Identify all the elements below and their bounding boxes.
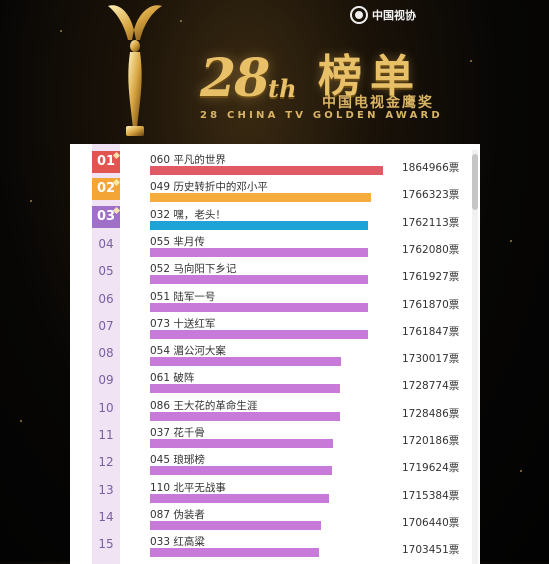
rank-badge: 02 — [92, 178, 120, 201]
ranking-row[interactable]: 04 055 芈月传 1762080票 — [70, 230, 480, 257]
ranking-row[interactable]: 13 110 北平无战事 1715384票 — [70, 476, 480, 503]
rank-badge: 09 — [98, 373, 114, 388]
vote-count: 1728486票 — [402, 407, 460, 420]
entry-name: 055 芈月传 — [150, 235, 205, 248]
rank-badge: 13 — [98, 482, 114, 497]
entry-name: 032 嘿，老头！ — [150, 208, 226, 221]
rank-badge: 08 — [98, 346, 114, 361]
vote-count: 1766323票 — [402, 189, 460, 202]
scrollbar[interactable] — [472, 150, 478, 564]
vote-count: 1728774票 — [402, 380, 460, 393]
ranking-row[interactable]: 14 087 伪装者 1706440票 — [70, 503, 480, 530]
entry-name: 051 陆军一号 — [150, 290, 216, 303]
entry-name: 054 湄公河大案 — [150, 345, 226, 358]
rank-badge: 03 — [92, 205, 120, 228]
vote-bar — [150, 384, 340, 394]
vote-bar — [150, 247, 368, 257]
ranking-row[interactable]: 05 052 马向阳下乡记 1761927票 — [70, 257, 480, 285]
vote-count: 1730017票 — [402, 353, 460, 366]
sparkle-decoration — [30, 200, 32, 202]
ranking-row[interactable]: 02 049 历史转折中的邓小平 1766323票 — [70, 175, 480, 203]
rank-badge: 06 — [98, 291, 114, 306]
header-banner: 中国视协 28 th 榜单 中国电视金鹰奖 28 CHINA TV GOLDEN… — [0, 0, 549, 472]
golden-eagle-trophy-icon — [108, 5, 162, 136]
vote-count: 1703451票 — [402, 544, 460, 557]
association-logo: 中国视协 — [350, 4, 416, 26]
entry-name: 060 平凡的世界 — [150, 154, 226, 166]
rank-badge: 05 — [98, 264, 114, 279]
vote-bar — [150, 275, 368, 285]
vote-count: 1762113票 — [402, 216, 460, 229]
entry-name: 061 破阵 — [150, 372, 195, 385]
vote-bar — [150, 439, 333, 448]
rank-badge: 15 — [98, 537, 114, 552]
sparkle-decoration — [60, 30, 62, 32]
rank-badge: 07 — [98, 318, 114, 333]
association-emblem-icon — [350, 6, 368, 24]
ranking-row[interactable]: 07 073 十送红军 1761847票 — [70, 312, 480, 339]
edition-suffix: th — [268, 74, 297, 103]
entry-name: 110 北平无战事 — [150, 481, 226, 494]
vote-count: 1761870票 — [402, 298, 460, 311]
ranking-row[interactable]: 11 037 花千骨 1720186票 — [70, 421, 480, 448]
entry-name: 049 历史转折中的邓小平 — [150, 181, 268, 194]
vote-count: 1761847票 — [402, 325, 460, 338]
ranking-row[interactable]: 12 045 琅琊榜 1719624票 — [70, 448, 480, 476]
rank-badge: 11 — [98, 428, 114, 442]
vote-bar — [150, 220, 368, 230]
ranking-row[interactable]: 01 060 平凡的世界 1864966票 — [70, 148, 480, 175]
entry-name: 087 伪装者 — [150, 508, 205, 521]
sparkle-decoration — [520, 470, 522, 472]
sparkle-decoration — [20, 420, 22, 422]
ranking-row[interactable]: 03 032 嘿，老头！ 1762113票 — [70, 203, 480, 230]
vote-count: 1719624票 — [402, 462, 460, 475]
scrollbar-thumb[interactable] — [472, 154, 478, 210]
vote-bar — [150, 302, 368, 312]
vote-bar — [150, 493, 329, 503]
page-title: 榜单 — [318, 51, 422, 102]
ranking-row[interactable]: 10 086 王大花的革命生涯 1728486票 — [70, 394, 480, 421]
vote-count: 1706440票 — [402, 516, 460, 529]
entry-name: 073 十送红军 — [150, 317, 216, 330]
rank-badge: 14 — [98, 509, 114, 524]
ranking-row[interactable]: 06 051 陆军一号 1761870票 — [70, 285, 480, 312]
vote-bar — [150, 357, 341, 367]
ranking-list-panel[interactable]: 01 060 平凡的世界 1864966票 02 049 历史转折中的邓小平 176632… — [70, 144, 480, 564]
vote-bar — [150, 329, 368, 339]
ranking-row[interactable]: 09 061 破阵 1728774票 — [70, 366, 480, 394]
entry-name: 033 红高粱 — [150, 536, 205, 549]
ranking-row[interactable]: 15 033 红高粱 1703451票 — [70, 530, 480, 558]
entry-name: 045 琅琊榜 — [150, 454, 205, 467]
vote-count: 1864966票 — [402, 162, 460, 174]
vote-bar — [150, 548, 319, 558]
award-name-cn: 中国电视金鹰奖 — [322, 95, 434, 111]
vote-bar — [150, 166, 383, 175]
vote-count: 1720186票 — [402, 435, 460, 447]
rank-badge: 10 — [98, 400, 114, 415]
vote-bar — [150, 411, 340, 421]
association-name: 中国视协 — [372, 9, 416, 22]
sparkle-decoration — [470, 60, 472, 62]
rank-badge: 04 — [98, 236, 114, 251]
vote-bar — [150, 466, 332, 476]
sparkle-decoration — [510, 240, 512, 242]
sparkle-decoration — [180, 20, 182, 22]
vote-bar — [150, 520, 321, 530]
edition-number: 28 — [200, 48, 270, 109]
award-name-en: 28 CHINA TV GOLDEN AWARD — [200, 110, 443, 121]
ranking-row[interactable]: 08 054 湄公河大案 1730017票 — [70, 339, 480, 367]
rank-badge: 12 — [98, 455, 114, 470]
rank-badge: 01 — [92, 151, 120, 173]
vote-count: 1761927票 — [402, 271, 460, 284]
entry-name: 037 花千骨 — [150, 427, 205, 439]
vote-bar — [150, 193, 371, 203]
entry-name: 086 王大花的革命生涯 — [150, 399, 258, 412]
vote-count: 1762080票 — [402, 243, 460, 256]
entry-name: 052 马向阳下乡记 — [150, 263, 237, 276]
vote-count: 1715384票 — [402, 489, 460, 502]
